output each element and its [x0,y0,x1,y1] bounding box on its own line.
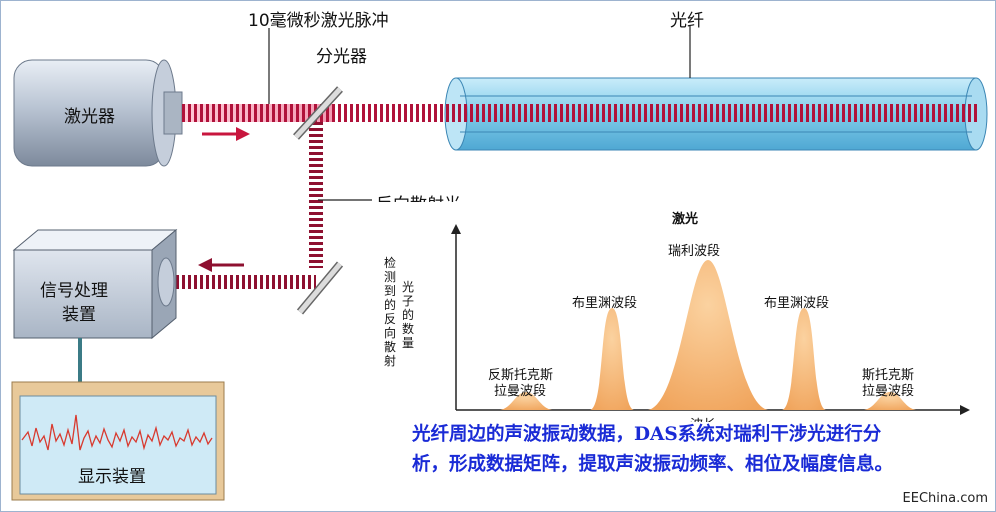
peak-label-brillouin-left: 布里渊波段 [572,296,638,311]
fiber-label: 光纤 [670,11,704,31]
peak-raman-left [500,392,552,410]
caption-line1: 光纤周边的声波振动数据，DAS系统对瑞利干涉光进行分 [412,424,882,445]
forward-arrow [202,127,250,141]
spectrum-ylabel-line2: 光子的数量 [402,280,415,350]
laser-label: 激光器 [64,107,115,127]
pulse-label: 10毫微秒激光脉冲 [248,11,389,31]
peak-brillouin-left [590,308,634,410]
beam-splitter-bottom [296,261,344,315]
caption-line2: 析，形成数据矩阵，提取声波振动频率、相位及幅度信息。 [412,454,894,475]
processor-label-line2: 装置 [62,305,96,325]
spectrum-xlabel: 波长 [690,414,716,422]
peak-label-brillouin-right: 布里渊波段 [764,296,830,311]
peak-label-raman-right-line2: 拉曼波段 [862,384,915,399]
caption: 光纤周边的声波振动数据，DAS系统对瑞利干涉光进行分 析，形成数据矩阵，提取声波… [412,420,996,480]
spectrum-ylabel-line1: 检测到的反向散射 [384,256,397,368]
peak-label-rayleigh: 瑞利波段 [668,244,721,259]
peak-label-raman-left-line2: 拉曼波段 [494,384,547,399]
peak-brillouin-right [782,308,826,410]
spectrum-title: 激光 [672,212,699,227]
processor-label-line1: 信号处理 [40,281,108,301]
peak-raman-right [864,392,916,410]
peak-rayleigh [648,260,768,410]
display-monitor [11,381,225,501]
peak-label-raman-right-line1: 斯托克斯 [862,368,915,383]
return-arrow [198,258,244,272]
splitter-label: 分光器 [316,47,367,67]
beam-splitter-top [293,86,343,140]
display-label: 显示装置 [78,467,146,487]
spectrum-chart [451,224,970,415]
watermark: EEChina.com [902,491,988,506]
peak-label-raman-left-line1: 反斯托克斯 [488,368,554,383]
signal-processor-box [12,228,178,340]
laser-device [13,59,183,167]
